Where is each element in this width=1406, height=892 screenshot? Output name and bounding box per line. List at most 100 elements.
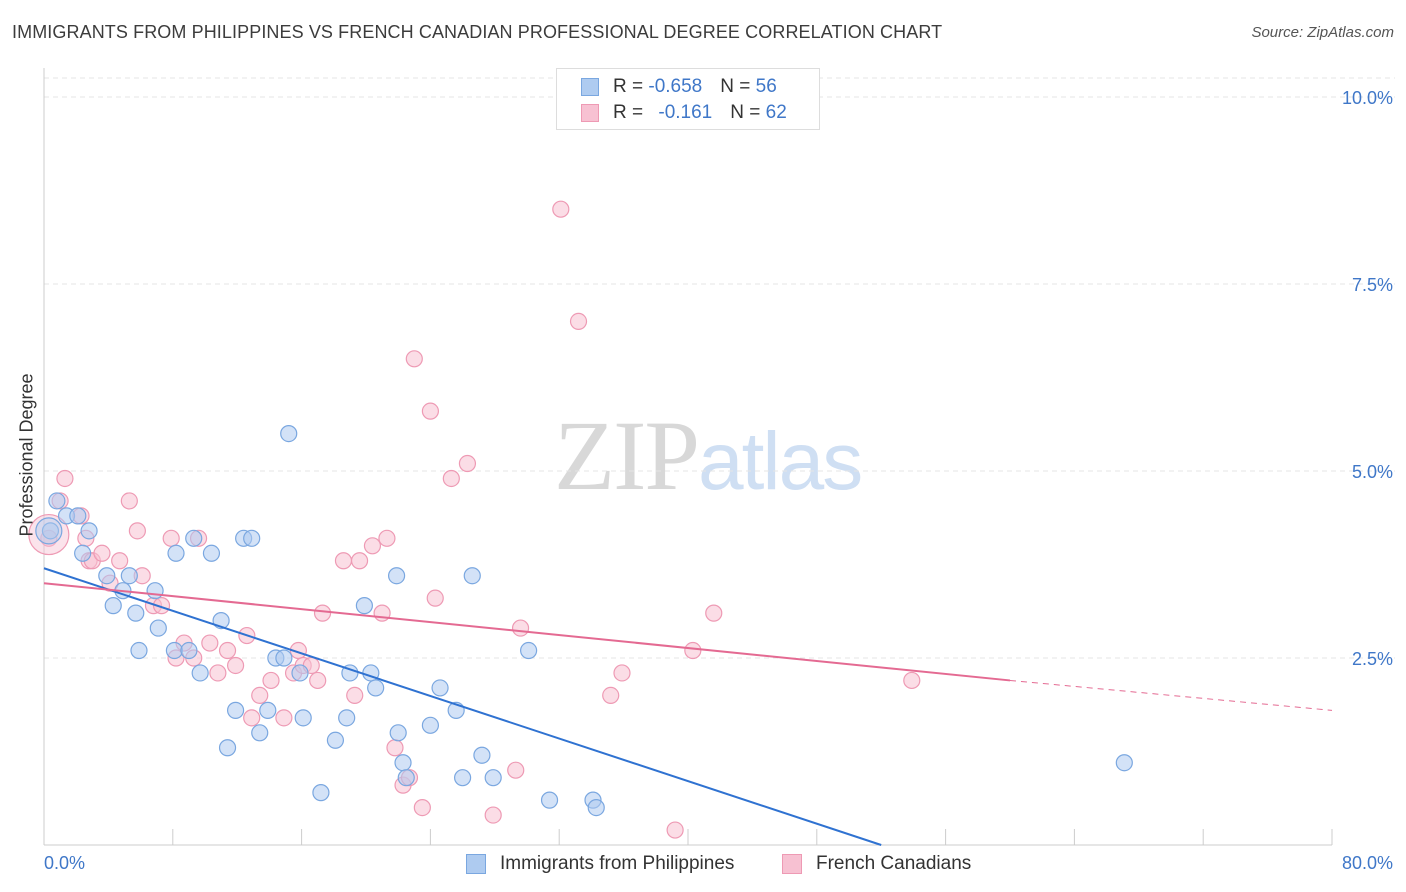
y-tick-label: 2.5% [1352, 649, 1393, 669]
point-french-canadians [458, 454, 477, 473]
trend-line-french-canadians [43, 582, 1011, 682]
watermark-zip: ZIP [554, 400, 700, 511]
legend-swatch-blue [466, 854, 486, 874]
point-philippines [312, 784, 330, 802]
point-philippines [120, 567, 138, 585]
point-french-canadians [442, 469, 460, 488]
point-philippines [130, 641, 148, 660]
y-axis-label: Professional Degree [16, 373, 37, 537]
point-philippines [127, 604, 145, 622]
point-philippines [251, 724, 269, 742]
point-french-canadians [218, 641, 237, 660]
watermark: ZIPatlas [554, 398, 863, 513]
point-french-canadians [243, 709, 261, 727]
point-philippines [259, 701, 277, 719]
trend-lines [43, 567, 1333, 846]
bottom-legend-label: French Canadians [816, 853, 972, 874]
point-philippines [355, 597, 373, 615]
point-philippines [520, 641, 538, 660]
legend-n-value: 56 [755, 76, 777, 97]
point-philippines [421, 716, 439, 734]
watermark-atlas: atlas [698, 416, 863, 507]
y-tick-label: 7.5% [1352, 275, 1393, 295]
x-tick-label-min: 0.0% [44, 853, 85, 873]
point-philippines [167, 544, 185, 562]
point-philippines [294, 709, 312, 727]
y-tick-label: 10.0% [1342, 88, 1393, 108]
point-french-canadians [309, 671, 327, 690]
point-french-canadians [405, 350, 423, 368]
point-philippines [226, 701, 245, 719]
legend-swatch-blue [581, 78, 599, 96]
point-french-canadians [346, 686, 364, 705]
point-philippines [104, 597, 122, 615]
bottom-legend-french-canadians: French Canadians [782, 852, 971, 876]
legend-swatch-pink [782, 854, 802, 874]
legend-n-label: N = [720, 76, 756, 97]
point-philippines [587, 798, 605, 817]
point-philippines [291, 664, 309, 682]
point-philippines [191, 664, 209, 682]
bottom-legend-label: Immigrants from Philippines [500, 853, 735, 874]
legend-r-value: -0.161 [658, 102, 713, 123]
point-french-canadians [666, 821, 684, 839]
point-french-canadians [552, 200, 570, 218]
point-french-canadians [313, 604, 332, 622]
point-french-canadians [111, 552, 129, 570]
point-philippines [202, 544, 221, 562]
point-french-canadians [569, 312, 588, 330]
point-philippines [41, 522, 60, 540]
trend-line-french-canadians-extension [1009, 679, 1333, 711]
point-french-canadians [120, 492, 138, 510]
point-french-canadians [426, 589, 444, 607]
point-french-canadians [56, 469, 74, 488]
point-french-canadians [705, 604, 723, 622]
point-philippines [473, 746, 491, 764]
point-french-canadians [684, 641, 702, 660]
point-french-canadians [93, 544, 111, 562]
point-french-canadians [378, 529, 396, 547]
point-philippines [463, 567, 481, 585]
point-philippines [180, 641, 198, 660]
legend-r-label: R = [613, 102, 649, 123]
french-canadians-points [28, 200, 921, 839]
point-philippines [338, 709, 356, 727]
point-french-canadians [363, 537, 382, 555]
point-french-canadians [128, 522, 146, 540]
point-french-canadians [251, 686, 269, 705]
point-french-canadians [613, 664, 631, 682]
point-philippines [387, 567, 406, 585]
point-philippines [48, 492, 66, 510]
point-philippines [165, 641, 184, 660]
point-french-canadians [334, 552, 353, 570]
point-french-canadians [162, 529, 180, 547]
point-french-canadians [262, 671, 280, 690]
legend-swatch-pink [581, 104, 599, 122]
point-philippines [80, 522, 98, 540]
trend-line-philippines [43, 567, 882, 846]
point-philippines [243, 529, 261, 547]
point-philippines [185, 529, 203, 547]
point-french-canadians [421, 402, 439, 420]
point-philippines [280, 425, 298, 443]
point-french-canadians [226, 656, 245, 675]
point-french-canadians [903, 671, 921, 690]
y-tick-label: 5.0% [1352, 462, 1393, 482]
axes [43, 68, 1333, 846]
point-french-canadians [413, 798, 431, 817]
legend-n-value: 62 [765, 102, 787, 123]
point-french-canadians [152, 597, 171, 615]
point-philippines [367, 679, 385, 697]
point-french-canadians [386, 739, 404, 757]
point-philippines [149, 619, 167, 637]
point-philippines [397, 769, 415, 787]
tick-labels: 2.5% 5.0% 7.5% 10.0% 0.0% 80.0% [44, 88, 1393, 873]
bottom-legend-philippines: Immigrants from Philippines [466, 852, 734, 876]
legend-r-label: R = [613, 76, 649, 97]
grid-lines [44, 77, 1395, 659]
point-philippines [394, 754, 412, 772]
point-philippines [431, 679, 449, 697]
point-french-canadians [201, 634, 219, 652]
point-french-canadians [484, 806, 502, 824]
